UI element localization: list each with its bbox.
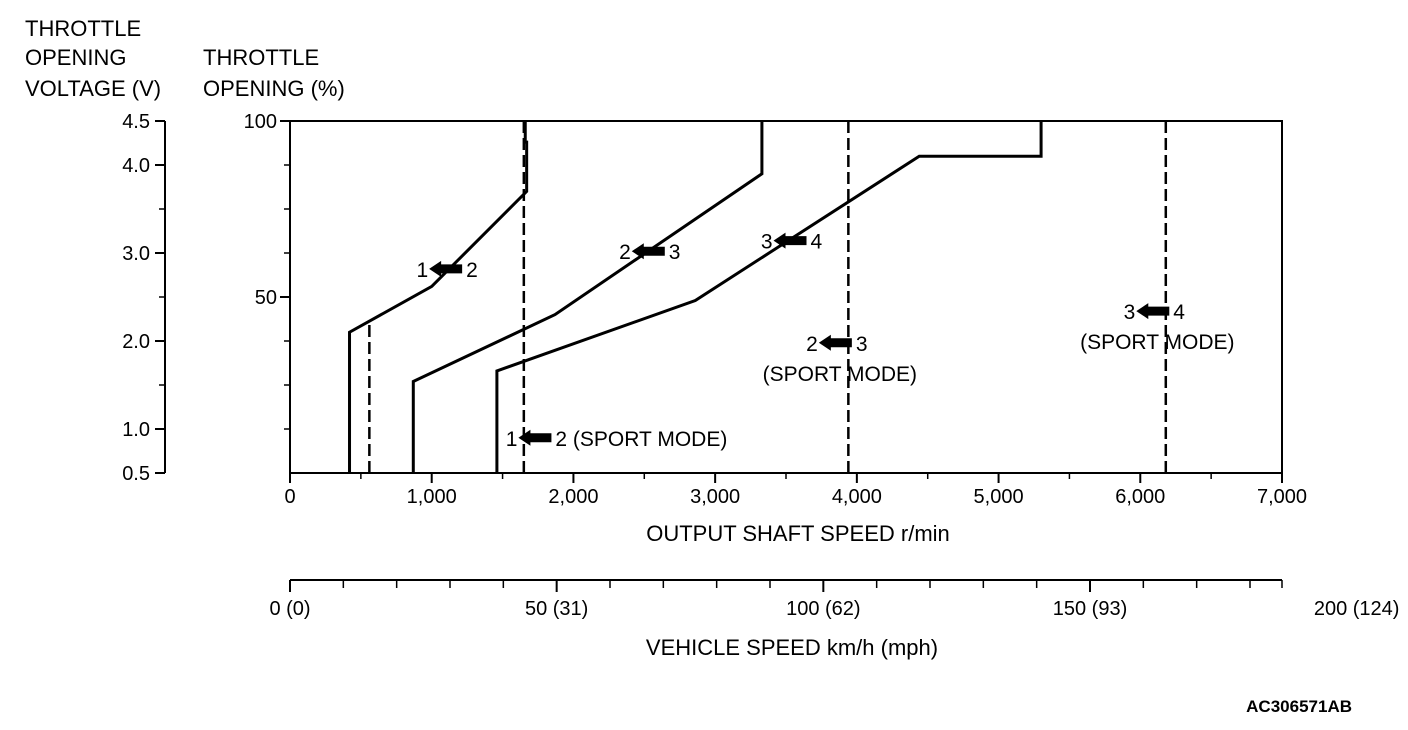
vehicle-speed-tick-label: 50 (31) bbox=[525, 598, 588, 620]
x-tick-label: 4,000 bbox=[832, 486, 882, 508]
annotation-to-gear: 4 bbox=[1173, 301, 1185, 324]
opening-title-line-2: OPENING (%) bbox=[203, 76, 345, 101]
chart-series bbox=[348, 121, 1168, 473]
shift-annotation: 3 4 (SPORT MODE) bbox=[1080, 301, 1234, 354]
figure-code: AC306571AB bbox=[1246, 697, 1352, 716]
x-tick-label: 0 bbox=[284, 486, 295, 508]
voltage-tick-label: 1.0 bbox=[122, 419, 150, 441]
voltage-tick-label: 2.0 bbox=[122, 331, 150, 353]
x-tick-label: 2,000 bbox=[548, 486, 598, 508]
annotation-from-gear: 1 bbox=[506, 428, 518, 451]
x-tick-label: 7,000 bbox=[1257, 486, 1307, 508]
voltage-title-line-1: THROTTLE bbox=[25, 16, 141, 41]
x-tick-label: 5,000 bbox=[974, 486, 1024, 508]
voltage-tick-label: 4.5 bbox=[122, 111, 150, 133]
voltage-axis-title: THROTTLE OPENING VOLTAGE (V) bbox=[25, 16, 161, 101]
annotation-from-gear: 2 bbox=[806, 333, 818, 356]
left-arrow-icon bbox=[773, 232, 807, 249]
annotation-to-gear: 3 bbox=[856, 333, 868, 356]
left-arrow-icon bbox=[818, 334, 852, 351]
left-arrow-icon bbox=[1136, 303, 1170, 320]
annotation-from-gear: 1 bbox=[416, 259, 428, 282]
chart-annotations: 1 22 3 3 41 2 (SPORT MODE)2 3(SPORT MODE)3 4(SP… bbox=[416, 231, 1234, 451]
annotation-mode-label: (SPORT MODE) bbox=[763, 363, 917, 386]
x-axis-label: OUTPUT SHAFT SPEED r/min bbox=[646, 521, 950, 546]
annotation-to-gear: 4 bbox=[811, 231, 823, 254]
voltage-tick-label: 0.5 bbox=[122, 463, 150, 485]
voltage-tick-label: 3.0 bbox=[122, 243, 150, 265]
vehicle-speed-tick-label: 150 (93) bbox=[1053, 598, 1128, 620]
opening-axis-title: THROTTLE OPENING (%) bbox=[203, 45, 345, 101]
voltage-title-line-2: OPENING bbox=[25, 45, 126, 70]
opening-title-line-1: THROTTLE bbox=[203, 45, 319, 70]
y-tick-label: 100 bbox=[244, 111, 277, 133]
left-arrow-icon bbox=[518, 429, 552, 446]
annotation-mode-label: (SPORT MODE) bbox=[1080, 331, 1234, 354]
annotation-to-gear: 2 bbox=[466, 259, 478, 282]
left-arrow-icon bbox=[429, 260, 463, 277]
vehicle-speed-tick-label: 0 (0) bbox=[269, 598, 310, 620]
shift-annotation: 2 3 (SPORT MODE) bbox=[763, 333, 917, 386]
vehicle-speed-tick-label: 100 (62) bbox=[786, 598, 861, 620]
annotation-to-gear: 2 (SPORT MODE) bbox=[555, 428, 727, 451]
axis-ticks: 0 1,000 2,000 3,000 4,000 5,000 6,000 7,0005010… bbox=[122, 111, 1399, 620]
plot-frame bbox=[289, 120, 1283, 474]
y-tick-label: 50 bbox=[255, 287, 277, 309]
annotation-from-gear: 2 bbox=[619, 241, 631, 264]
shift-line bbox=[348, 121, 529, 473]
voltage-title-line-3: VOLTAGE (V) bbox=[25, 76, 161, 101]
left-arrow-icon bbox=[631, 243, 665, 260]
annotation-to-gear: 3 bbox=[669, 241, 681, 264]
shift-line bbox=[411, 121, 764, 473]
shift-annotation: 1 2 (SPORT MODE) bbox=[506, 428, 728, 451]
annotation-from-gear: 3 bbox=[761, 231, 773, 254]
vehicle-speed-axis-label: VEHICLE SPEED km/h (mph) bbox=[646, 635, 938, 660]
shift-line bbox=[495, 121, 1043, 473]
vehicle-speed-tick-label: 200 (124) bbox=[1314, 598, 1400, 620]
voltage-tick-label: 4.0 bbox=[122, 155, 150, 177]
annotation-from-gear: 3 bbox=[1124, 301, 1136, 324]
x-tick-label: 3,000 bbox=[690, 486, 740, 508]
x-tick-label: 1,000 bbox=[407, 486, 457, 508]
x-tick-label: 6,000 bbox=[1115, 486, 1165, 508]
